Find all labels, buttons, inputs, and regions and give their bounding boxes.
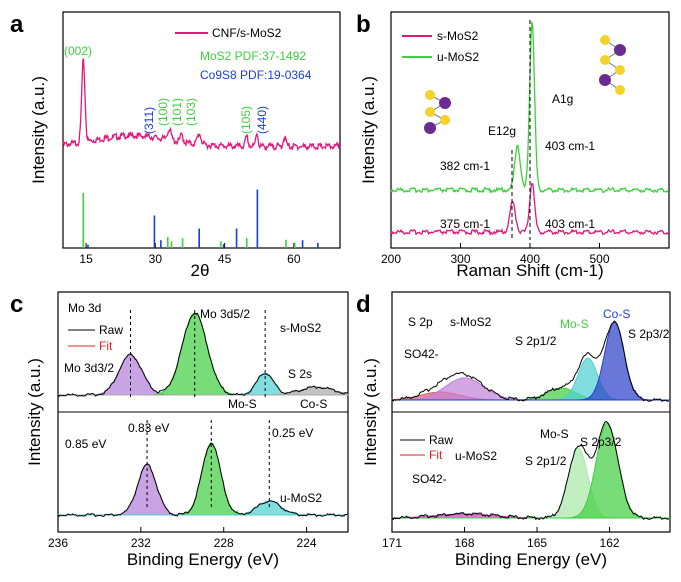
panel-d-sample-u: u-MoS2 (455, 449, 497, 463)
panel-d-mos: Mo-S (560, 317, 589, 331)
panel-c-s2s: S 2s (288, 367, 312, 381)
d-tick-label-3: 162 (600, 536, 620, 550)
panel-c-shift-3: 0.25 eV (272, 426, 313, 440)
panel-d-sample-s: s-MoS2 (450, 315, 492, 329)
panel-d-raw-s (391, 320, 670, 402)
panel-d-legend-fit: Fit (429, 448, 443, 462)
panel-c-legend-fit: Fit (99, 339, 113, 353)
mode-e2g-structure-icon (424, 90, 451, 134)
panel-d-mos-u: Mo-S (540, 427, 569, 441)
panel-d-s2p32-u: S 2p3/2 (580, 435, 622, 449)
panel-c-shift-1: 0.85 eV (65, 437, 106, 451)
b-tick-label-2: 400 (520, 252, 540, 266)
a-tick-label-0: 15 (79, 252, 93, 266)
panel-d-s2p12: S 2p1/2 (515, 334, 557, 348)
panel-d-label: d (356, 291, 371, 318)
peak-label-440: (440) (255, 106, 269, 134)
panel-c-raw-u (57, 442, 348, 518)
a-tick-label-3: 60 (287, 252, 301, 266)
panel-d-xticks: 171 168 165 162 (382, 527, 620, 550)
panel-d-xlabel: Binding Energy (eV) (455, 550, 607, 569)
panel-a-xrd-line (62, 58, 341, 152)
d-tick-label-2: 165 (527, 536, 547, 550)
panel-b-label: b (356, 11, 371, 38)
a-tick-label-2: 45 (218, 252, 232, 266)
peak-label-002: (002) (64, 44, 92, 58)
panel-a-label: a (10, 11, 24, 38)
panel-d-s2p: S 2p (408, 315, 433, 329)
panel-a-ref2: Co9S8 PDF:19-0364 (200, 68, 312, 82)
panel-d-so4-u: SO42- (412, 472, 447, 486)
panel-a-xticks: 15 30 45 60 (79, 243, 301, 266)
panel-c-mo3d52: Mo 3d5/2 (200, 307, 250, 321)
panel-d-fitted-peaks (391, 321, 670, 519)
c-tick-label-3: 224 (297, 536, 317, 550)
panel-c-label: c (10, 291, 23, 318)
panel-d-s2p32: S 2p3/2 (628, 327, 670, 341)
panel-b-xlabel: Raman Shift (cm-1) (456, 261, 603, 280)
panel-b-ylabel: Intensity (a.u.) (359, 76, 378, 184)
panel-c-legend-raw: Raw (99, 323, 123, 337)
peak-label-100: (100) (156, 98, 170, 126)
b-tick-label-0: 200 (381, 252, 401, 266)
panel-c-title: Mo 3d (68, 301, 101, 315)
a-tick-label-1: 30 (149, 252, 163, 266)
panel-c-mo3d32: Mo 3d3/2 (64, 361, 114, 375)
panel-b-legend-s: s-MoS2 (437, 29, 479, 43)
raman-403-u: 403 cm-1 (545, 139, 595, 153)
d-tick-label-0: 171 (382, 536, 402, 550)
panel-c-cos: Co-S (300, 397, 327, 411)
raman-e2g: E12g (488, 124, 516, 138)
raman-403-s: 403 cm-1 (545, 217, 595, 231)
b-tick-label-3: 500 (589, 252, 609, 266)
c-tick-label-1: 232 (131, 536, 151, 550)
panel-c-ylabel: Intensity (a.u.) (25, 358, 44, 466)
panel-c-guides (130, 310, 270, 510)
d-tick-label-1: 168 (455, 536, 475, 550)
c-tick-label-2: 228 (214, 536, 234, 550)
peak-label-103: (103) (184, 98, 198, 126)
panel-a-ref1: MoS2 PDF:37-1492 (200, 49, 306, 63)
raman-375: 375 cm-1 (440, 217, 490, 231)
panel-a-reference-sticks (82, 189, 319, 248)
panel-a-ylabel: Intensity (a.u.) (29, 76, 48, 184)
panel-d-legend-raw: Raw (429, 433, 453, 447)
panel-b-xticks: 200 300 400 500 (381, 243, 610, 266)
c-tick-label-0: 236 (48, 536, 68, 550)
panel-c-mos: Mo-S (228, 397, 257, 411)
panel-a-xlabel: 2θ (191, 261, 210, 280)
panel-b-legend-u: u-MoS2 (437, 50, 479, 64)
panel-c-xlabel: Binding Energy (eV) (127, 550, 279, 569)
mode-a1g-structure-icon (599, 35, 626, 95)
panel-a-frame (62, 11, 341, 249)
raman-a1g: A1g (552, 92, 573, 106)
panel-b-s-mos2-line (390, 182, 669, 236)
panel-d-raw-u (391, 420, 670, 521)
peak-label-105: (105) (239, 106, 253, 134)
panel-c-shift-2: 0.83 eV (128, 421, 169, 435)
panel-a-legend: CNF/s-MoS2 (212, 26, 282, 40)
panel-d-so4-s: SO42- (404, 347, 439, 361)
b-tick-label-1: 300 (450, 252, 470, 266)
panel-c-sample-s: s-MoS2 (280, 321, 322, 335)
panel-d-s2p12-u: S 2p1/2 (525, 454, 567, 468)
peak-label-101: (101) (170, 98, 184, 126)
panel-c-sample-u: u-MoS2 (280, 491, 322, 505)
panel-d-ylabel: Intensity (a.u.) (361, 358, 380, 466)
raman-382: 382 cm-1 (440, 159, 490, 173)
panel-d-cos: Co-S (603, 307, 630, 321)
peak-label-311: (311) (142, 107, 156, 134)
panel-c-xticks: 236 232 228 224 (48, 527, 317, 550)
panel-c-raw-s (57, 312, 348, 398)
